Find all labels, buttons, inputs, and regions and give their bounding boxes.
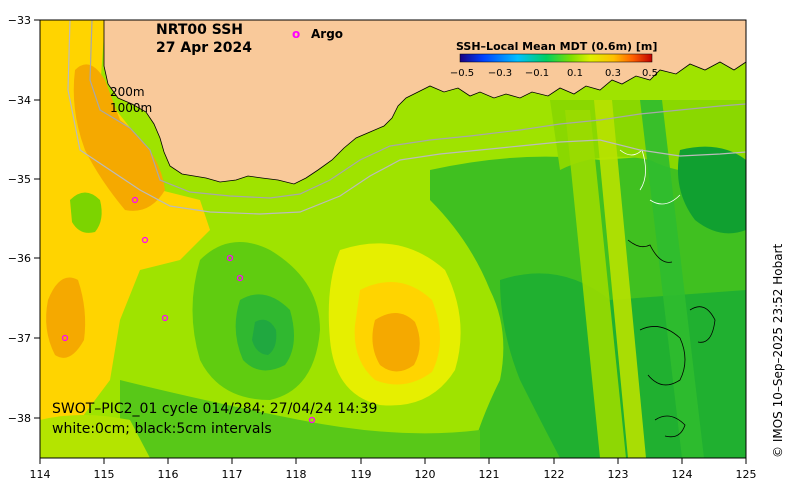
y-label-38: −38	[8, 412, 31, 425]
y-label-35: −35	[8, 173, 31, 186]
swot-swath-strip-east	[640, 100, 704, 458]
x-axis-ticks	[39, 458, 747, 464]
central-orange-eddy-core	[372, 312, 420, 372]
argo-marker-2	[141, 236, 149, 244]
map-title-product: NRT00 SSH	[156, 22, 243, 38]
colorbar-tick-minus03: −0.3	[488, 68, 512, 79]
colorbar-title: SSH–Local Mean MDT (0.6m) [m]	[456, 40, 657, 53]
swot-swath-strip-inner	[565, 110, 626, 458]
x-label-115: 115	[94, 468, 115, 481]
y-label-34: −34	[8, 94, 31, 107]
colorbar-tick-minus01: −0.1	[525, 68, 549, 79]
south-green-band	[120, 380, 480, 458]
map-title-date: 27 Apr 2024	[156, 40, 252, 56]
x-label-121: 121	[479, 468, 500, 481]
swath-black-contour-1	[627, 239, 686, 386]
swath-caption: SWOT–PIC2_01 cycle 014/284; 27/04/24 14:…	[52, 401, 377, 417]
x-label-125: 125	[736, 468, 757, 481]
isobath-label-1000m: 1000m	[110, 101, 152, 115]
y-axis-ticks	[34, 19, 40, 419]
x-label-124: 124	[672, 468, 693, 481]
argo-marker-6	[161, 314, 169, 322]
x-axis-labels: 114 115 116 117 118 119 120 121 122 123 …	[30, 468, 757, 481]
central-green-eddy-center	[252, 319, 277, 355]
argo-marker-1	[131, 196, 139, 204]
isobath-label-200m: 200m	[110, 85, 145, 99]
argo-legend-label: Argo	[311, 27, 343, 41]
swot-swath-strip-west	[594, 100, 646, 458]
x-label-122: 122	[544, 468, 565, 481]
west-green-eddy	[70, 192, 102, 233]
x-label-118: 118	[286, 468, 307, 481]
x-label-116: 116	[158, 468, 179, 481]
argo-marker-3	[61, 334, 69, 342]
argo-marker-5	[236, 274, 244, 282]
y-axis-labels: −33 −34 −35 −36 −37 −38	[8, 14, 31, 425]
swath-black-contour-2	[654, 306, 716, 438]
y-label-37: −37	[8, 332, 31, 345]
colorbar-tick-01: 0.1	[567, 68, 583, 79]
argo-marker-4	[226, 254, 234, 262]
x-label-123: 123	[608, 468, 629, 481]
south-yellow-green	[40, 415, 150, 458]
colorbar-tick-minus05: −0.5	[450, 68, 474, 79]
x-label-114: 114	[30, 468, 51, 481]
argo-marker-7	[308, 416, 316, 424]
colorbar-tick-03: 0.3	[605, 68, 621, 79]
isobath-200m	[89, 20, 746, 199]
map-plot-area	[40, 20, 746, 458]
isobath-1000m	[67, 20, 746, 215]
x-label-119: 119	[351, 468, 372, 481]
x-label-117: 117	[222, 468, 243, 481]
x-label-120: 120	[415, 468, 436, 481]
colorbar: SSH–Local Mean MDT (0.6m) [m] −0.5 −0.3 …	[450, 40, 658, 79]
east-green-eddy	[677, 146, 746, 234]
argo-legend-marker: o	[292, 27, 300, 41]
imos-credit: © IMOS 10–Sep–2025 23:52 Hobart	[771, 244, 785, 458]
contour-legend: white:0cm; black:5cm intervals	[52, 421, 272, 437]
colorbar-tick-05: 0.5	[642, 68, 658, 79]
west-orange-anomaly-south	[46, 277, 86, 358]
y-label-33: −33	[8, 14, 31, 27]
plot-frame	[39, 19, 747, 459]
colorbar-gradient	[459, 53, 653, 63]
y-label-36: −36	[8, 252, 31, 265]
